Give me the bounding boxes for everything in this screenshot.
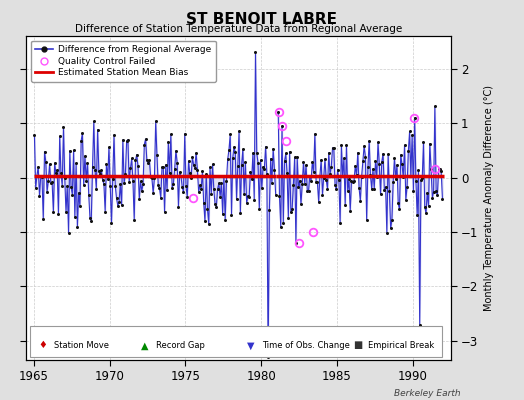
FancyBboxPatch shape	[30, 326, 442, 357]
Text: Time of Obs. Change: Time of Obs. Change	[262, 341, 350, 350]
Title: Difference of Station Temperature Data from Regional Average: Difference of Station Temperature Data f…	[75, 24, 402, 34]
Text: Berkeley Earth: Berkeley Earth	[395, 389, 461, 398]
Text: ST BENOIT LABRE: ST BENOIT LABRE	[187, 12, 337, 27]
Text: ▲: ▲	[141, 340, 149, 350]
Text: Empirical Break: Empirical Break	[368, 341, 434, 350]
Text: ♦: ♦	[39, 340, 48, 350]
Text: Station Move: Station Move	[54, 341, 109, 350]
Text: ▼: ▼	[247, 340, 255, 350]
Legend: Difference from Regional Average, Quality Control Failed, Estimated Station Mean: Difference from Regional Average, Qualit…	[31, 40, 215, 82]
Text: ■: ■	[353, 340, 362, 350]
Y-axis label: Monthly Temperature Anomaly Difference (°C): Monthly Temperature Anomaly Difference (…	[484, 85, 494, 311]
Text: Record Gap: Record Gap	[156, 341, 204, 350]
